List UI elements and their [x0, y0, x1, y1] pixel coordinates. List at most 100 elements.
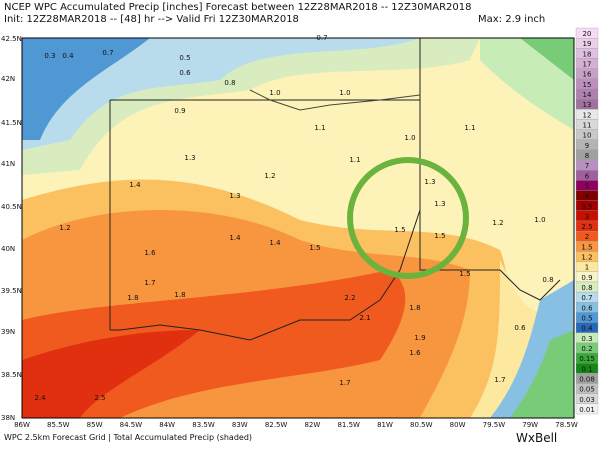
lon-label: 83W [232, 421, 248, 429]
colorbar-label: 10 [583, 132, 592, 140]
colorbar-label: 0.1 [581, 365, 592, 373]
map-fill [22, 38, 574, 418]
colorbar-label: 0.15 [579, 355, 595, 363]
colorbar-label: 18 [583, 50, 592, 58]
colorbar-label: 3.5 [581, 203, 592, 211]
precip-value: 0.9 [174, 107, 185, 115]
precip-value: 1.5 [309, 244, 320, 252]
lon-label: 84W [159, 421, 175, 429]
colorbar-label: 0.4 [581, 325, 593, 333]
lon-label: 81W [377, 421, 393, 429]
precip-value: 1.2 [264, 172, 275, 180]
colorbar-label: 0.03 [579, 396, 595, 404]
lon-label: 82.5W [265, 421, 288, 429]
colorbar-label: 16 [583, 71, 592, 79]
lon-label: 79.5W [483, 421, 506, 429]
borders [109, 38, 561, 341]
colorbar-label: 17 [583, 61, 592, 69]
header-max: Max: 2.9 inch [478, 14, 545, 25]
precip-value: 0.7 [316, 34, 327, 42]
lat-label: 40N [1, 245, 15, 253]
precip-value: 1.5 [434, 232, 445, 240]
precip-value: 1.7 [339, 379, 350, 387]
precip-value: 1.3 [184, 154, 195, 162]
lon-label: 81.5W [337, 421, 360, 429]
precip-value: 2.5 [94, 394, 105, 402]
lon-label: 80.5W [410, 421, 433, 429]
lon-label: 85W [87, 421, 103, 429]
lon-label: 83.5W [192, 421, 215, 429]
precip-value: 1.1 [349, 156, 360, 164]
colorbar-label: 1.2 [581, 254, 592, 262]
colorbar-label: 0.08 [579, 375, 595, 383]
precip-value: 1.5 [394, 226, 405, 234]
colorbar-label: 14 [583, 91, 592, 99]
colorbar-label: 0.9 [581, 274, 592, 282]
colorbar-swatch [575, 403, 599, 415]
colorbar-label: 15 [583, 81, 592, 89]
colorbar-label: 5 [585, 182, 589, 190]
precip-value: 1.4 [129, 181, 141, 189]
colorbar-label: 3 [585, 213, 589, 221]
precip-value: 1.3 [434, 200, 445, 208]
lon-label: 85.5W [47, 421, 70, 429]
lat-label: 41N [1, 160, 15, 168]
precip-value: 1.8 [127, 294, 138, 302]
colorbar-label: 13 [583, 101, 592, 109]
colorbar-label: 7 [585, 162, 589, 170]
footer-source: WPC 2.5km Forecast Grid | Total Accumula… [4, 433, 252, 442]
lon-label: 80W [450, 421, 466, 429]
precip-value: 1.8 [409, 304, 420, 312]
precip-value: 1.4 [269, 239, 281, 247]
footer-brand: WxBell [516, 431, 557, 445]
precip-value: 0.7 [102, 49, 113, 57]
highlight-circle [347, 157, 469, 279]
precip-value: 0.8 [542, 276, 553, 284]
header-init: Init: 12Z28MAR2018 -- [48] hr --> Valid … [4, 14, 299, 25]
precip-value: 0.5 [179, 54, 190, 62]
colorbar-label: 2 [585, 233, 589, 241]
colorbar-label: 0.2 [581, 345, 592, 353]
lon-label: 86W [14, 421, 30, 429]
map-frame [21, 37, 575, 419]
precip-value: 1.3 [229, 192, 240, 200]
precip-value: 0.6 [179, 69, 191, 77]
precip-value: 1.3 [424, 178, 435, 186]
colorbar-label: 20 [583, 30, 592, 38]
precip-value: 1.7 [144, 279, 155, 287]
precip-value: 1.2 [59, 224, 70, 232]
precip-value: 1.7 [494, 376, 505, 384]
precip-value: 1.2 [492, 219, 503, 227]
colorbar-label: 0.6 [581, 304, 593, 312]
lon-label: 84.5W [120, 421, 143, 429]
precip-value: 1.0 [404, 134, 415, 142]
precip-value: 0.3 [44, 52, 55, 60]
colorbar-label: 0.05 [579, 386, 595, 394]
lon-label: 79W [522, 421, 538, 429]
precip-value: 1.0 [269, 89, 280, 97]
precip-value: 1.8 [174, 291, 185, 299]
precip-value: 0.6 [514, 324, 526, 332]
colorbar-label: 0.01 [579, 406, 595, 414]
precip-value: 1.9 [414, 334, 425, 342]
lat-label: 38.5N [1, 371, 22, 379]
lon-label: 82W [304, 421, 320, 429]
colorbar-label: 11 [583, 122, 592, 130]
precip-value: 1.0 [339, 89, 350, 97]
colorbar-label: 9 [585, 142, 589, 150]
colorbar-label: 0.3 [581, 335, 592, 343]
lat-label: 42.5N [1, 35, 22, 43]
colorbar-label: 0.7 [581, 294, 592, 302]
lat-label: 39N [1, 328, 15, 336]
precip-value: 0.8 [224, 79, 235, 87]
colorbar-label: 1.5 [581, 243, 592, 251]
header-title: NCEP WPC Accumulated Precip [inches] For… [4, 2, 471, 13]
lon-label: 78.5W [555, 421, 578, 429]
precip-value: 1.5 [459, 270, 470, 278]
precip-value: 1.4 [229, 234, 241, 242]
colorbar-label: 0.8 [581, 284, 592, 292]
precip-value: 1.6 [409, 349, 421, 357]
lat-label: 42N [1, 75, 15, 83]
colorbar-label: 0.5 [581, 315, 592, 323]
